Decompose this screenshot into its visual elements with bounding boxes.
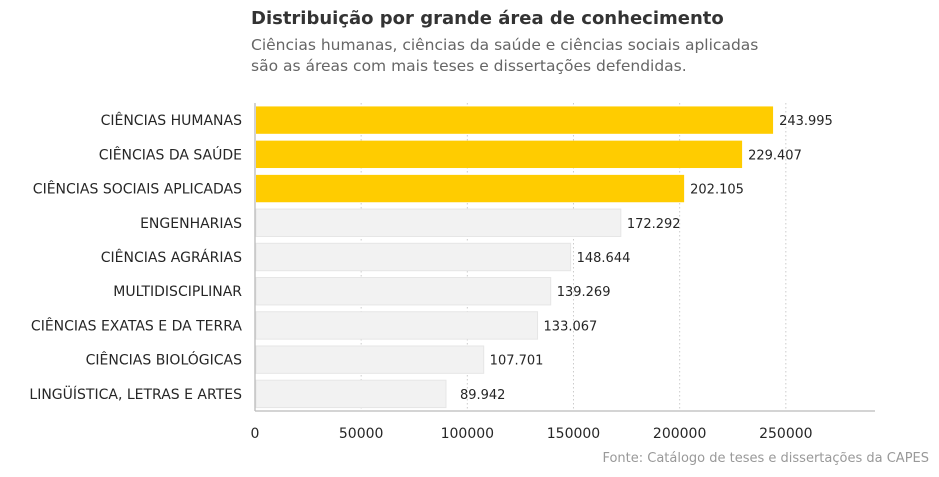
value-label-7: 107.701 [490, 354, 544, 369]
bar-5 [255, 277, 552, 306]
value-label-8: 89.942 [460, 388, 506, 403]
category-label-4: CIÊNCIAS AGRÁRIAS [101, 248, 242, 266]
x-tick-label-0: 0 [251, 426, 260, 442]
bars [255, 106, 774, 409]
category-label-3: ENGENHARIAS [140, 216, 242, 232]
subtitle-line-2: são as áreas com mais teses e dissertaçõ… [251, 57, 687, 75]
bar-6 [255, 311, 539, 340]
value-label-6: 133.067 [544, 319, 598, 334]
x-tick-label-4: 200000 [653, 426, 706, 442]
bar-2 [256, 174, 685, 203]
chart-subtitle: Ciências humanas, ciências da saúde e ci… [251, 35, 851, 77]
category-label-6: CIÊNCIAS EXATAS E DA TERRA [31, 316, 242, 334]
bar-1 [256, 140, 743, 169]
category-label-0: CIÊNCIAS HUMANAS [101, 111, 243, 129]
bar-4 [255, 242, 572, 272]
category-label-7: CIÊNCIAS BIOLÓGICAS [86, 351, 242, 369]
bar-8 [255, 379, 447, 409]
bar-3 [255, 208, 622, 237]
value-label-4: 148.644 [577, 251, 631, 266]
category-label-5: MULTIDISCIPLINAR [113, 284, 242, 300]
x-tick-label-1: 50000 [339, 426, 384, 442]
category-label-8: LINGÜÍSTICA, LETRAS E ARTES [29, 385, 242, 403]
source-note: Fonte: Catálogo de teses e dissertações … [602, 451, 929, 466]
value-label-5: 139.269 [557, 285, 611, 300]
bar-0 [256, 106, 774, 134]
category-label-2: CIÊNCIAS SOCIAIS APLICADAS [33, 180, 242, 198]
value-label-0: 243.995 [779, 114, 833, 129]
subtitle-line-1: Ciências humanas, ciências da saúde e ci… [251, 36, 759, 54]
value-label-3: 172.292 [627, 217, 681, 232]
chart-title: Distribuição por grande área de conhecim… [251, 8, 724, 29]
value-label-2: 202.105 [690, 183, 744, 198]
x-tick-label-3: 150000 [547, 426, 600, 442]
value-label-1: 229.407 [748, 148, 802, 163]
category-label-1: CIÊNCIAS DA SAÚDE [99, 145, 242, 163]
x-tick-label-2: 100000 [441, 426, 494, 442]
bar-7 [255, 345, 485, 374]
labels: CIÊNCIAS HUMANAS 243.995 CIÊNCIAS DA SAÚDE… [29, 111, 832, 442]
axes [254, 103, 875, 412]
x-tick-label-5: 250000 [759, 426, 812, 442]
